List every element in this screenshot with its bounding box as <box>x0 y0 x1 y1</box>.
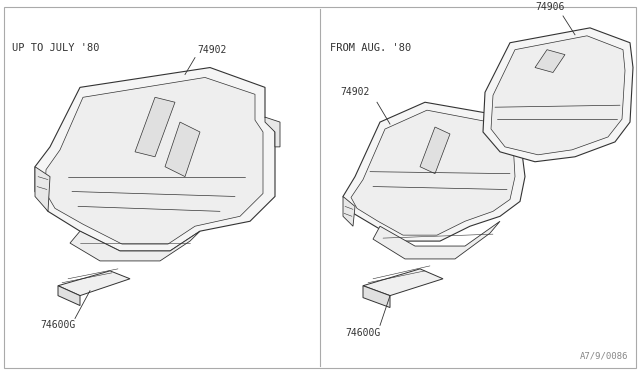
Polygon shape <box>135 97 175 157</box>
Polygon shape <box>45 77 263 244</box>
Polygon shape <box>265 117 280 147</box>
Polygon shape <box>363 269 443 296</box>
Polygon shape <box>351 110 515 235</box>
Polygon shape <box>491 36 625 155</box>
Text: A7/9/0086: A7/9/0086 <box>580 351 628 360</box>
Text: 74902: 74902 <box>197 45 227 55</box>
Polygon shape <box>373 221 500 259</box>
Polygon shape <box>58 271 130 296</box>
Polygon shape <box>35 68 275 251</box>
Polygon shape <box>165 122 200 177</box>
Polygon shape <box>483 28 633 162</box>
Polygon shape <box>343 102 525 241</box>
Text: 74906: 74906 <box>535 2 564 12</box>
Polygon shape <box>343 196 355 226</box>
Polygon shape <box>535 50 565 73</box>
Polygon shape <box>70 231 200 261</box>
Polygon shape <box>58 286 80 305</box>
Polygon shape <box>35 167 50 211</box>
Polygon shape <box>363 286 390 308</box>
Text: UP TO JULY '80: UP TO JULY '80 <box>12 43 99 53</box>
Polygon shape <box>420 127 450 174</box>
Text: FROM AUG. '80: FROM AUG. '80 <box>330 43 412 53</box>
Text: 74600G: 74600G <box>345 328 380 339</box>
Text: 74902: 74902 <box>340 87 369 97</box>
Text: 74600G: 74600G <box>40 320 76 330</box>
